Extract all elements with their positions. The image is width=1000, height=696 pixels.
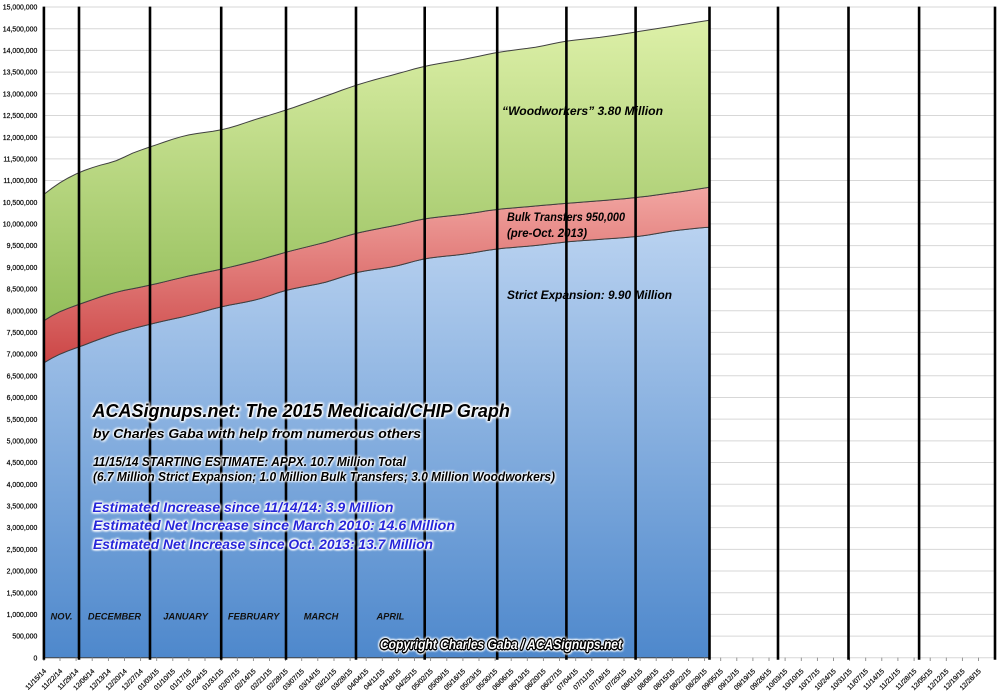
svg-text:500,000: 500,000 xyxy=(12,634,37,641)
svg-text:11,000,000: 11,000,000 xyxy=(3,178,37,185)
svg-text:5,500,000: 5,500,000 xyxy=(7,417,38,424)
svg-text:7,000,000: 7,000,000 xyxy=(7,352,38,359)
svg-text:4,000,000: 4,000,000 xyxy=(7,482,38,489)
svg-text:DECEMBER: DECEMBER xyxy=(88,612,141,622)
svg-text:6,000,000: 6,000,000 xyxy=(7,395,38,402)
svg-text:3,000,000: 3,000,000 xyxy=(7,525,38,532)
svg-text:10,500,000: 10,500,000 xyxy=(3,200,38,207)
svg-text:13,500,000: 13,500,000 xyxy=(3,70,38,77)
svg-text:9,500,000: 9,500,000 xyxy=(7,243,38,250)
svg-text:5,000,000: 5,000,000 xyxy=(7,439,38,446)
svg-text:12,500,000: 12,500,000 xyxy=(3,113,38,120)
svg-text:2,000,000: 2,000,000 xyxy=(7,569,38,576)
svg-text:NOV.: NOV. xyxy=(51,612,73,622)
svg-text:0: 0 xyxy=(33,655,37,662)
svg-text:14,000,000: 14,000,000 xyxy=(3,48,38,55)
svg-text:1,000,000: 1,000,000 xyxy=(7,612,38,619)
svg-text:6,500,000: 6,500,000 xyxy=(7,373,38,380)
svg-text:15,000,000: 15,000,000 xyxy=(3,5,38,12)
svg-text:10,000,000: 10,000,000 xyxy=(3,222,38,229)
svg-text:7,500,000: 7,500,000 xyxy=(7,330,38,337)
svg-text:11,500,000: 11,500,000 xyxy=(3,157,37,164)
svg-text:14,500,000: 14,500,000 xyxy=(3,26,38,33)
svg-text:13,000,000: 13,000,000 xyxy=(3,91,38,98)
svg-text:2,500,000: 2,500,000 xyxy=(7,547,38,554)
svg-text:3,500,000: 3,500,000 xyxy=(7,504,38,511)
svg-text:JANUARY: JANUARY xyxy=(163,612,209,622)
svg-text:12,000,000: 12,000,000 xyxy=(3,135,38,142)
svg-text:8,500,000: 8,500,000 xyxy=(7,287,38,294)
svg-text:1,500,000: 1,500,000 xyxy=(7,590,38,597)
svg-text:FEBRUARY: FEBRUARY xyxy=(228,612,280,622)
svg-text:8,000,000: 8,000,000 xyxy=(7,308,38,315)
svg-text:4,500,000: 4,500,000 xyxy=(7,460,38,467)
svg-text:9,000,000: 9,000,000 xyxy=(7,265,38,272)
svg-text:APRIL: APRIL xyxy=(375,612,404,622)
svg-text:MARCH: MARCH xyxy=(304,612,339,622)
